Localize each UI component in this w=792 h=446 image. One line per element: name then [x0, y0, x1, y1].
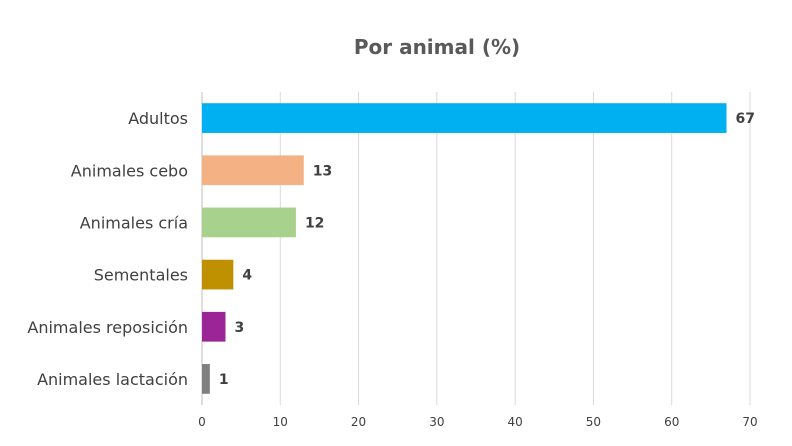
x-axis-ticks: 0 10 20 30 40 50 60 70	[198, 415, 757, 429]
data-label: 13	[313, 163, 332, 179]
bar	[202, 259, 234, 290]
data-label: 67	[736, 111, 755, 127]
bar	[202, 311, 226, 342]
data-label: 1	[219, 372, 229, 388]
category-label: Sementales	[94, 266, 188, 285]
x-tick-label: 20	[351, 415, 366, 429]
x-tick-label: 30	[429, 415, 444, 429]
x-tick-label: 40	[508, 415, 523, 429]
data-label: 3	[234, 320, 244, 336]
value-labels: 67 13 12 4 3 1	[219, 111, 755, 388]
bar	[202, 364, 210, 394]
data-label: 4	[242, 268, 252, 284]
bar	[202, 103, 727, 133]
chart-title: Por animal (%)	[354, 35, 520, 59]
category-label: Animales reposición	[27, 318, 188, 337]
x-tick-label: 10	[273, 415, 288, 429]
bars	[202, 103, 727, 394]
category-labels: Adultos Animales cebo Animales cría Sementa…	[27, 109, 188, 389]
category-label: Animales lactación	[37, 370, 188, 389]
x-tick-label: 60	[664, 415, 679, 429]
category-label: Adultos	[128, 109, 188, 128]
category-label: Animales cebo	[71, 161, 188, 180]
x-tick-label: 0	[198, 415, 206, 429]
category-label: Animales cría	[80, 213, 188, 232]
x-tick-label: 50	[586, 415, 601, 429]
x-tick-label: 70	[742, 415, 757, 429]
data-label: 12	[305, 215, 324, 231]
bar	[202, 155, 304, 186]
bar	[202, 207, 296, 238]
gridlines	[201, 92, 751, 405]
